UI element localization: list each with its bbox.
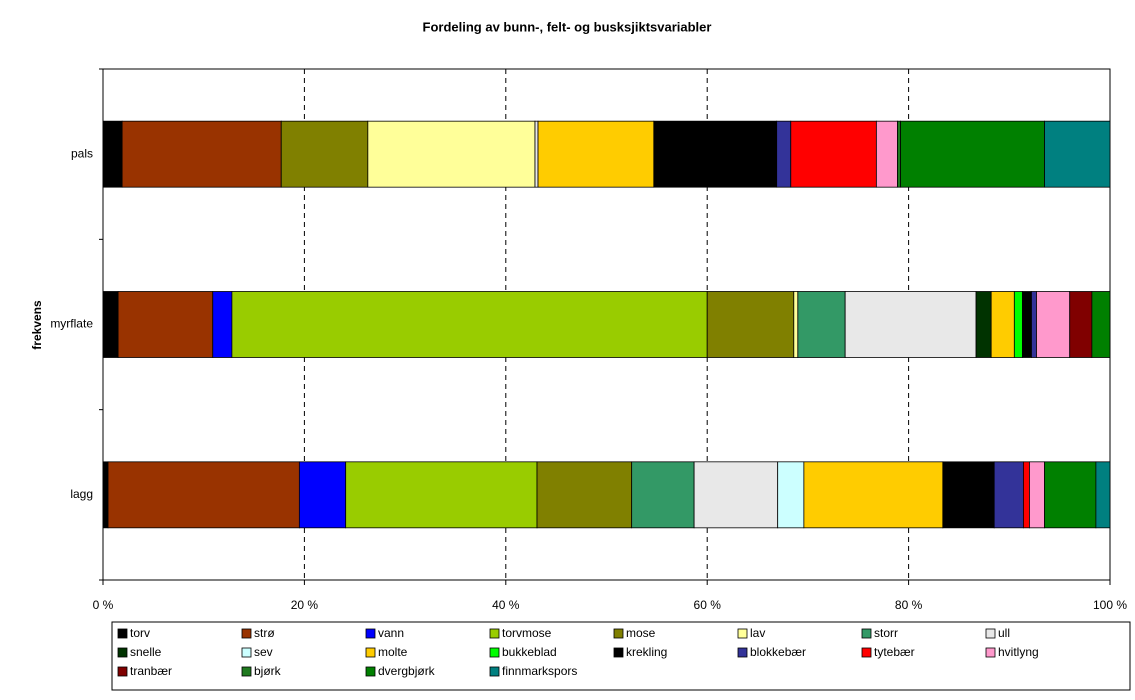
bar-segment (653, 120, 778, 188)
bar-segment (803, 461, 944, 529)
bar-segment (212, 291, 233, 358)
bar-segment (1022, 461, 1030, 529)
legend-swatch (985, 647, 996, 658)
bar-segment (1013, 291, 1023, 358)
legend-swatch (861, 647, 872, 658)
bar-segment (897, 120, 901, 188)
x-tick-label: 100 % (1093, 598, 1127, 612)
legend-label: lav (750, 626, 765, 640)
legend-label: blokkebær (750, 645, 806, 659)
bar-segment (706, 291, 795, 358)
bar-segment (875, 120, 898, 188)
legend-label: tytebær (874, 645, 915, 659)
x-tick-label: 20 % (291, 598, 319, 612)
bar-segment (790, 120, 877, 188)
legend-swatch (737, 628, 748, 639)
bar-segment (102, 461, 109, 529)
x-tick-label: 60 % (694, 598, 722, 612)
legend-swatch (489, 647, 500, 658)
chart-title: Fordeling av bunn-, felt- og busksjiktsv… (423, 19, 712, 34)
x-tick-label: 80 % (895, 598, 923, 612)
legend-swatch (117, 647, 128, 658)
bar-segment (534, 120, 539, 188)
legend-swatch (613, 628, 624, 639)
x-tick-label: 0 % (93, 598, 114, 612)
bar-segment (900, 120, 1045, 188)
bar-segment (121, 120, 282, 188)
legend-label: hvitlyng (998, 645, 1039, 659)
legend-swatch (489, 628, 500, 639)
legend-label: finnmarkspors (502, 664, 577, 678)
legend-swatch (737, 647, 748, 658)
legend-label: molte (378, 645, 408, 659)
bar-segment (793, 291, 799, 358)
legend-swatch (365, 647, 376, 658)
bar-segment (942, 461, 995, 529)
bar-segment (777, 461, 805, 529)
legend-label: snelle (130, 645, 162, 659)
bar-segment (1021, 291, 1032, 358)
bar-segment (844, 291, 977, 358)
bar-segment (345, 461, 538, 529)
legend-swatch (985, 628, 996, 639)
legend-swatch (861, 628, 872, 639)
legend-label: vann (378, 626, 404, 640)
bar-segment (536, 461, 633, 529)
legend-swatch (241, 666, 252, 677)
legend-swatch (117, 628, 128, 639)
legend-label: dvergbjørk (378, 664, 436, 678)
bar-segment (993, 461, 1024, 529)
bar-segment (1095, 461, 1111, 529)
bar-segment (631, 461, 695, 529)
bar-segment (1091, 291, 1111, 358)
legend-label: torvmose (502, 626, 552, 640)
legend-label: torv (130, 626, 150, 640)
bar-segment (1031, 291, 1037, 358)
bar-segment (1044, 120, 1111, 188)
bar-segment (1069, 291, 1093, 358)
legend-label: tranbær (130, 664, 172, 678)
bar-segment (776, 120, 792, 188)
legend-swatch (365, 666, 376, 677)
legend-label: mose (626, 626, 656, 640)
bar-segment (1044, 461, 1097, 529)
bar-segment (231, 291, 708, 358)
bar-segment (797, 291, 846, 358)
legend-swatch (489, 666, 500, 677)
y-tick-label: myrflate (50, 317, 93, 331)
legend-swatch (365, 628, 376, 639)
legend-label: bjørk (254, 664, 282, 678)
bar-segment (693, 461, 779, 529)
y-axis-label: frekvens (30, 300, 44, 350)
bar-segment (975, 291, 992, 358)
legend-swatch (241, 647, 252, 658)
y-tick-label: lagg (70, 487, 93, 501)
bar-segment (298, 461, 347, 529)
bar-segment (102, 291, 119, 358)
legend-label: strø (254, 626, 275, 640)
legend-swatch (613, 647, 624, 658)
bar-segment (107, 461, 300, 529)
legend-swatch (241, 628, 252, 639)
x-tick-label: 40 % (492, 598, 520, 612)
legend-label: storr (874, 626, 898, 640)
bar-segment (1036, 291, 1071, 358)
bar-segment (367, 120, 536, 188)
legend-label: bukkeblad (502, 645, 557, 659)
bar-segment (117, 291, 214, 358)
bar-segment (1029, 461, 1045, 529)
bar-segment (280, 120, 369, 188)
bar-segment (990, 291, 1015, 358)
legend-label: krekling (626, 645, 667, 659)
legend-label: sev (254, 645, 273, 659)
y-tick-label: pals (71, 146, 93, 160)
legend-swatch (117, 666, 128, 677)
legend-label: ull (998, 626, 1010, 640)
bar-segment (102, 120, 123, 188)
bar-segment (537, 120, 655, 188)
